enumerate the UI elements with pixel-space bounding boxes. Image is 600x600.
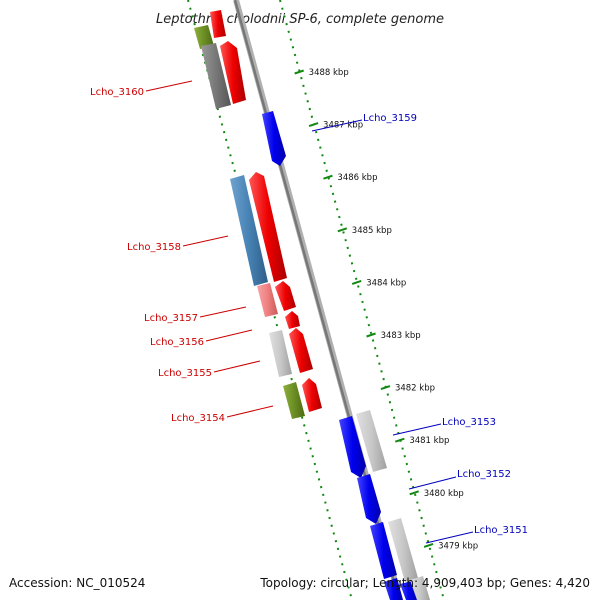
gene-label-lcho-3155[interactable]: Lcho_3155 <box>158 368 212 379</box>
kbp-tick <box>409 490 420 496</box>
kbp-tick-label: 3480 kbp <box>424 489 464 499</box>
gene-label-lcho-3160[interactable]: Lcho_3160 <box>90 87 144 98</box>
kbp-tick <box>294 69 304 75</box>
kbp-tick-label: 3481 kbp <box>409 436 449 446</box>
kbp-tick-label: 3485 kbp <box>352 226 392 236</box>
kbp-ticks: 3479 kbp 3480 kbp 3481 kbp 3482 kbp 3483 kbp… <box>294 68 478 551</box>
kbp-tick-label: 3482 kbp <box>395 384 435 394</box>
gene-arrow[interactable] <box>285 311 300 329</box>
gene-label-lcho-3157[interactable]: Lcho_3157 <box>144 313 198 324</box>
gene-arrow[interactable] <box>339 416 366 478</box>
gene-arrow[interactable] <box>357 474 381 524</box>
gene-arrow[interactable] <box>220 41 246 104</box>
kbp-tick-label: 3488 kbp <box>309 68 349 78</box>
kbp-tick <box>337 227 348 233</box>
gene-label-lcho-3159[interactable]: Lcho_3159 <box>363 113 417 124</box>
gene-arrow[interactable] <box>384 578 403 600</box>
kbp-tick-label: 3479 kbp <box>438 541 478 551</box>
map-title: Leptothrix cholodnii SP-6, complete geno… <box>156 12 444 27</box>
gene-arrow[interactable] <box>262 111 286 166</box>
gene-arrow[interactable] <box>289 328 313 373</box>
gene-arrow[interactable] <box>249 172 287 282</box>
ruler-line-outer <box>279 0 445 600</box>
label-connectors <box>145 80 474 544</box>
gene-arrow[interactable] <box>210 10 226 38</box>
kbp-tick-label: 3487 kbp <box>323 121 363 131</box>
cog-bar[interactable] <box>269 330 292 377</box>
kbp-tick-label: 3483 kbp <box>381 331 421 341</box>
topology-text: Topology: circular; Length: 4,909,403 bp… <box>259 576 590 590</box>
kbp-tick <box>351 279 362 285</box>
cog-bar[interactable] <box>257 283 278 317</box>
gene-arrow[interactable] <box>275 281 296 311</box>
gene-label-lcho-3156[interactable]: Lcho_3156 <box>150 337 204 348</box>
kbp-tick <box>395 437 405 443</box>
cog-bar[interactable] <box>388 518 418 582</box>
cog-bar[interactable] <box>356 410 387 472</box>
cog-bar[interactable] <box>194 25 214 49</box>
kbp-tick <box>323 174 333 180</box>
kbp-tick <box>380 385 391 391</box>
kbp-tick <box>366 332 376 338</box>
cog-bar[interactable] <box>201 43 231 109</box>
gene-label-lcho-3154[interactable]: Lcho_3154 <box>171 413 225 424</box>
gene-arrow[interactable] <box>370 522 397 579</box>
gene-label-lcho-3153[interactable]: Lcho_3153 <box>442 417 496 428</box>
cog-bar[interactable] <box>283 382 305 419</box>
kbp-tick <box>308 122 319 128</box>
gene-features <box>194 10 430 600</box>
kbp-tick-label: 3484 kbp <box>366 278 406 288</box>
cog-bar[interactable] <box>410 576 430 600</box>
kbp-tick-label: 3486 kbp <box>337 173 377 183</box>
gene-label-lcho-3158[interactable]: Lcho_3158 <box>127 242 181 253</box>
accession-text: Accession: NC_010524 <box>9 576 145 590</box>
gene-label-lcho-3151[interactable]: Lcho_3151 <box>474 525 528 536</box>
gene-label-lcho-3152[interactable]: Lcho_3152 <box>457 469 511 480</box>
gene-arrow[interactable] <box>302 378 322 412</box>
cog-bar[interactable] <box>230 175 268 286</box>
kbp-tick <box>423 542 434 548</box>
